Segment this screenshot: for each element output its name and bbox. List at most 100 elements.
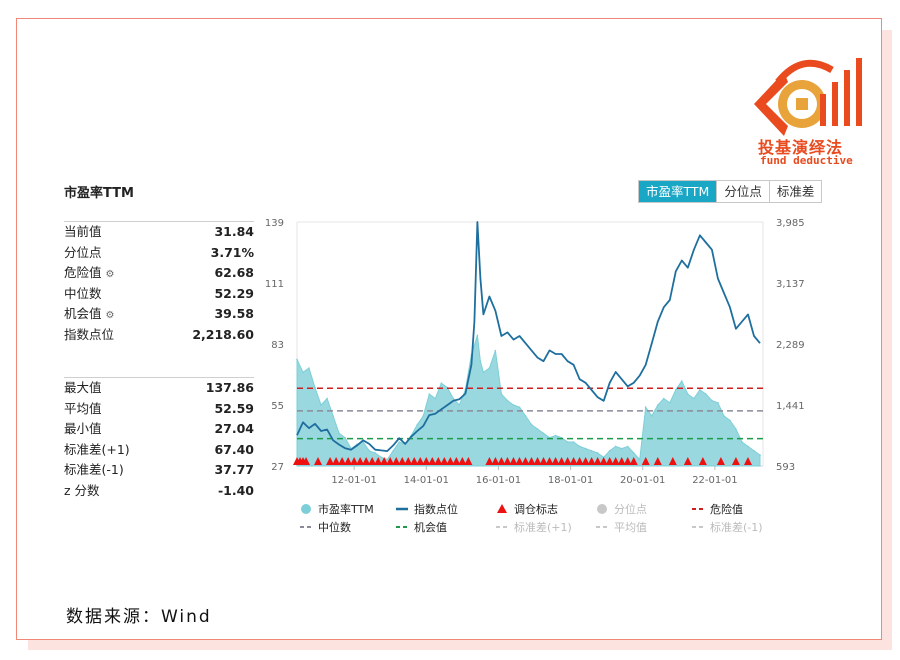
y-left-tick-label: 55 xyxy=(271,401,284,412)
y-left-tick-label: 27 xyxy=(271,462,284,473)
divider xyxy=(64,377,254,378)
pe-ttm-point xyxy=(693,397,695,400)
pe-ttm-point xyxy=(440,382,443,385)
rebalance-marker xyxy=(641,457,650,465)
legend-item: 机会值 xyxy=(396,520,447,534)
rebalance-marker xyxy=(509,457,518,465)
pe-ttm-point xyxy=(759,454,761,456)
rebalance-marker xyxy=(617,457,626,465)
tab-pe-ttm[interactable]: 市盈率TTM xyxy=(639,181,718,202)
rebalance-marker xyxy=(380,457,389,465)
rebalance-marker xyxy=(326,457,335,465)
rebalance-marker xyxy=(350,457,359,465)
divider xyxy=(64,221,254,222)
pe-ttm-point xyxy=(476,334,479,337)
x-tick-label: 22-01-01 xyxy=(692,475,737,486)
pe-ttm-point xyxy=(657,404,659,406)
pe-ttm-point xyxy=(572,441,575,443)
stat-label: 标准差(+1) xyxy=(64,441,130,457)
legend-item: 平均值 xyxy=(596,521,647,534)
pe-ttm-point xyxy=(644,406,647,409)
pe-ttm-point xyxy=(494,349,497,352)
pe-ttm-point xyxy=(488,367,491,369)
legend-label: 指数点位 xyxy=(414,502,458,516)
x-axis: 12-01-01 14-01-01 16-01-01 18-01-01 20-01-01… xyxy=(331,466,738,486)
pe-ttm-point xyxy=(596,452,599,454)
rebalance-marker xyxy=(605,457,614,465)
pe-ttm-point xyxy=(326,397,328,400)
legend-item: 危险值 xyxy=(692,502,743,516)
pe-ttm-point xyxy=(428,393,431,395)
pe-ttm-point xyxy=(608,450,611,452)
pe-ttm-point xyxy=(675,389,677,391)
tab-std-dev[interactable]: 标准差 xyxy=(769,181,822,202)
rebalance-marker xyxy=(557,457,566,465)
brand-logo xyxy=(754,58,862,136)
stat-label: 分位点 xyxy=(64,244,102,260)
pe-ttm-point xyxy=(590,450,593,452)
pe-ttm-point xyxy=(638,458,641,461)
pe-ttm-point xyxy=(584,447,587,450)
rebalance-marker xyxy=(731,457,740,465)
rebalance-marker xyxy=(422,457,431,465)
rebalance-marker xyxy=(629,457,638,465)
rebalance-marker xyxy=(533,457,542,465)
stat-max: 最大值 137.86 xyxy=(64,378,254,399)
pe-ttm-point xyxy=(434,397,437,400)
settings-gear-icon[interactable]: ⚙ xyxy=(105,310,115,321)
pe-ttm-point xyxy=(512,404,515,406)
stat-label: 最大值 xyxy=(64,380,102,395)
x-tick-label: 14-01-01 xyxy=(404,475,449,486)
x-tick-label: 20-01-01 xyxy=(620,475,665,486)
y-axis-right: 3,985 3,137 2,289 1,441 593 xyxy=(776,218,805,473)
rebalance-marker xyxy=(698,457,707,465)
y-axis-left: 139 111 83 55 27 xyxy=(265,218,284,473)
pe-ttm-point xyxy=(681,380,683,382)
stat-std-minus: 标准差(-1) 37.77 xyxy=(64,460,254,481)
y-right-tick-label: 593 xyxy=(776,462,795,473)
rebalance-marker xyxy=(404,457,413,465)
pe-ttm-point xyxy=(620,447,623,450)
pe-ttm-point xyxy=(651,415,653,417)
data-source: 数据来源：Wind xyxy=(66,607,212,627)
legend-label: 机会值 xyxy=(414,520,447,534)
pe-ttm-point xyxy=(320,404,322,406)
pe-ttm-point xyxy=(614,445,617,448)
rebalance-marker xyxy=(434,457,443,465)
rebalance-marker xyxy=(587,457,596,465)
pe-ttm-point xyxy=(632,452,635,454)
rebalance-marker xyxy=(539,457,548,465)
brand-name-cn: 投基演绎法 xyxy=(758,138,844,157)
tab-percentile[interactable]: 分位点 xyxy=(717,181,770,202)
legend-label: 分位点 xyxy=(614,502,647,516)
settings-gear-icon[interactable]: ⚙ xyxy=(105,269,115,280)
legend-label: 标准差(+1) xyxy=(514,520,572,534)
pe-ttm-point xyxy=(416,423,419,426)
legend-item: 标准差(-1) xyxy=(692,520,763,534)
stat-value: 62.68 xyxy=(214,265,254,280)
stat-value: 52.29 xyxy=(214,285,254,301)
series-layer xyxy=(293,221,763,467)
legend-label: 调仓标志 xyxy=(514,502,558,516)
rebalance-marker xyxy=(668,457,677,465)
rebalance-marker xyxy=(338,457,347,465)
stat-min: 最小值 27.04 xyxy=(64,419,254,440)
rebalance-marker xyxy=(398,457,407,465)
rebalance-marker xyxy=(527,457,536,465)
pe-ttm-point xyxy=(308,367,310,369)
stat-value: 31.84 xyxy=(214,224,254,239)
pe-ttm-point xyxy=(669,402,671,404)
pe-ttm-point xyxy=(314,386,316,389)
pe-ttm-point xyxy=(518,406,521,409)
legend-label: 危险值 xyxy=(710,502,743,516)
rebalance-marker xyxy=(314,457,323,465)
stat-label: 指数点位 xyxy=(64,326,115,342)
stat-value: -1.40 xyxy=(217,482,254,498)
rebalance-marker xyxy=(356,457,365,465)
pe-ttm-point xyxy=(332,415,334,417)
stat-danger-value: 危险值 ⚙ 62.68 xyxy=(64,263,254,284)
y-right-tick-label: 2,289 xyxy=(776,340,805,351)
pe-ttm-point xyxy=(578,445,581,448)
y-left-tick-label: 139 xyxy=(265,218,284,229)
pe-ttm-point xyxy=(386,458,389,461)
